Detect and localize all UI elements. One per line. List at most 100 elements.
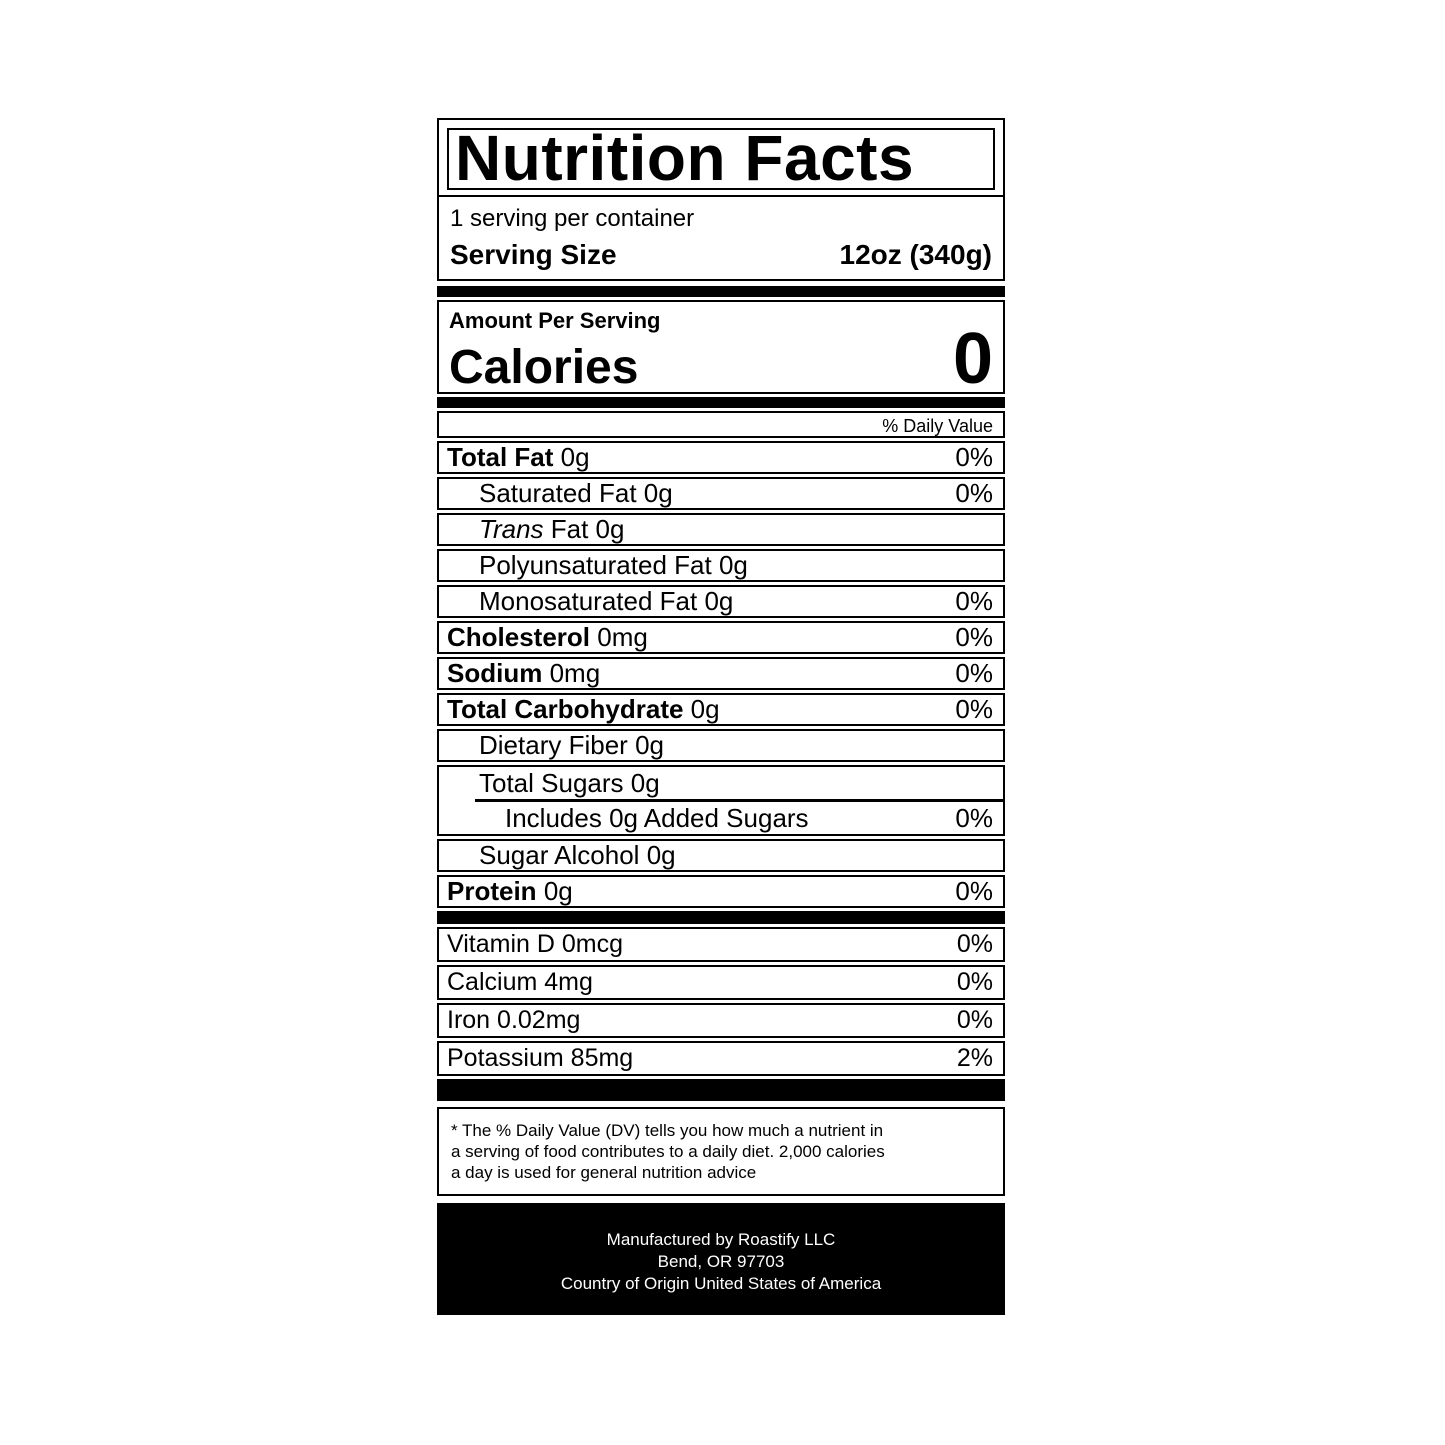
nutrient-name: Total Sugars [479,767,624,798]
footnote-line: a serving of food contributes to a daily… [451,1142,885,1161]
nutrient-name: Iron [447,1006,491,1034]
calories-label: Calories [449,341,639,394]
row-monosaturated-fat: Monosaturated Fat 0g 0% [437,585,1005,618]
nutrient-name-amount: Cholesterol 0mg [447,622,648,653]
nutrient-amount: 0g [543,876,573,906]
nutrient-name: Monosaturated Fat [479,586,698,616]
nutrient-name: Saturated Fat [479,478,637,508]
nutrient-name: Vitamin D [447,930,555,958]
nutrient-dv: 0% [955,802,993,833]
calories-row: Calories 0 [449,319,993,399]
row-polyunsaturated-fat: Polyunsaturated Fat 0g [437,549,1005,582]
header-divider [439,195,1003,197]
nutrient-dv: 0% [955,442,993,472]
row-potassium: Potassium 85mg 2% [437,1041,1005,1076]
nutrient-rows: Total Fat 0g 0% Saturated Fat 0g 0% Tran… [437,441,1005,1101]
thick-rule [437,1079,1005,1101]
nutrient-dv: 0% [956,1006,993,1034]
nutrient-name-amount: Total Carbohydrate 0g [447,694,720,725]
amount-per-serving-label: Amount Per Serving [449,308,661,333]
row-protein: Protein 0g 0% [437,875,1005,908]
nutrient-name: Total Fat [447,442,554,472]
nutrient-name: Potassium [447,1044,564,1072]
nutrient-name-amount: Monosaturated Fat 0g [479,586,733,617]
footnote-line: * The % Daily Value (DV) tells you how m… [451,1121,884,1140]
row-total-sugars: Total Sugars 0g [439,767,1003,799]
footnote-line: a day is used for general nutrition advi… [451,1163,757,1182]
nutrient-name-amount: Iron 0.02mg [447,1006,580,1035]
nutrient-amount: 0mg [549,658,601,688]
nutrient-name: Trans [479,514,544,544]
nutrient-name-amount: Vitamin D 0mcg [447,930,623,959]
nutrient-name: Protein [447,876,537,906]
nutrition-label: Nutrition Facts 1 serving per container … [437,118,1005,1315]
nutrient-amount: 0g [643,478,673,508]
manufacturer-footer: Manufactured by Roastify LLC Bend, OR 97… [437,1203,1005,1315]
nutrient-dv: 2% [956,1044,993,1072]
row-sodium: Sodium 0mg 0% [437,657,1005,690]
nutrient-amount: 0mcg [561,930,624,958]
nutrient-name-amount: Total Sugars 0g [479,768,660,799]
nutrient-dv: 0% [955,658,993,688]
sugars-group: Total Sugars 0g Includes 0g Added Sugars… [437,765,1005,836]
nutrient-dv: 0% [956,930,993,958]
nutrient-name: Dietary Fiber [479,730,628,760]
nutrient-name: Polyunsaturated Fat [479,550,712,580]
serving-size-label: Serving Size [450,239,617,270]
calories-value: 0 [952,319,993,399]
row-sugar-alcohol: Sugar Alcohol 0g [437,839,1005,872]
calories-section: Amount Per Serving Calories 0 [437,300,1005,399]
nutrient-name-amount: Saturated Fat 0g [479,478,673,509]
footer-line: Bend, OR 97703 [657,1252,785,1271]
nutrient-name: Calcium [447,968,538,996]
row-trans-fat: Trans Fat 0g [437,513,1005,546]
nutrient-amount: 0g [704,586,734,616]
nutrient-amount: 0.02mg [497,1006,581,1034]
nutrient-amount: 0g [630,767,660,798]
footer-line: Manufactured by Roastify LLC [606,1230,836,1249]
added-sugars-divider [475,799,1003,802]
nutrient-dv: 0% [955,694,993,724]
footer-line: Country of Origin United States of Ameri… [560,1274,882,1293]
serving-size-row: Serving Size 12oz (340g) [439,233,1003,271]
row-cholesterol: Cholesterol 0mg 0% [437,621,1005,654]
nutrient-name-amount: Potassium 85mg [447,1044,633,1073]
nutrient-amount: 0g [718,550,748,580]
daily-value-header: % Daily Value [437,411,1005,438]
row-dietary-fiber: Dietary Fiber 0g [437,729,1005,762]
row-vitamin-d: Vitamin D 0mcg 0% [437,927,1005,962]
nutrient-dv: 0% [955,876,993,906]
nutrient-amount: 4mg [544,968,593,996]
nutrient-name: Sugar Alcohol [479,840,640,870]
nutrient-name-amount: Sodium 0mg [447,658,600,689]
nutrient-amount: 0mg [597,622,648,652]
label-title: Nutrition Facts [447,128,995,190]
nutrient-amount: 0g [646,840,676,870]
nutrient-name-amount: Calcium 4mg [447,968,593,997]
nutrient-name: Sodium [447,658,543,688]
row-iron: Iron 0.02mg 0% [437,1003,1005,1038]
nutrient-name: Cholesterol [447,622,591,652]
header-section: Nutrition Facts 1 serving per container … [437,118,1005,281]
row-added-sugars: Includes 0g Added Sugars 0% [439,802,1003,834]
nutrient-name-amount: Polyunsaturated Fat 0g [479,550,748,581]
row-calcium: Calcium 4mg 0% [437,965,1005,1000]
nutrient-name-amount: Sugar Alcohol 0g [479,840,676,871]
nutrient-name: Total Carbohydrate [447,694,684,724]
nutrient-amount: 85mg [570,1044,634,1072]
thick-rule [437,397,1005,408]
nutrient-amount: 0g [635,730,664,760]
thick-rule [437,911,1005,924]
nutrient-dv: 0% [956,968,993,996]
nutrient-name: Includes 0g Added Sugars [505,802,809,833]
serving-size-value: 12oz (340g) [839,239,993,270]
thick-rule [437,286,1005,297]
nutrient-amount: Fat 0g [550,514,625,544]
nutrient-name-amount: Includes 0g Added Sugars [505,803,809,834]
nutrient-dv: 0% [955,478,993,508]
nutrient-name-amount: Protein 0g [447,876,573,907]
row-total-fat: Total Fat 0g 0% [437,441,1005,474]
nutrient-amount: 0g [560,442,590,472]
footnote-section: * The % Daily Value (DV) tells you how m… [437,1107,1005,1196]
nutrient-name-amount: Trans Fat 0g [479,514,624,545]
